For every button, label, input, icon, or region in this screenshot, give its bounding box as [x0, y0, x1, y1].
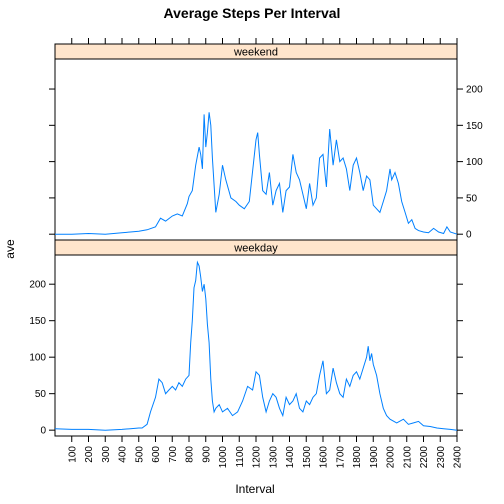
x-tick-label: 600 — [151, 446, 162, 463]
panel-frame-weekday — [54, 239, 458, 437]
y-tick-label: 150 — [466, 121, 483, 132]
strip-label-weekend: weekend — [233, 47, 278, 59]
x-tick-label: 1300 — [268, 446, 279, 469]
strip-weekday — [54, 239, 458, 256]
x-tick-label: 500 — [134, 446, 145, 463]
y-tick-label: 0 — [466, 230, 472, 241]
x-tick-label: 300 — [101, 446, 112, 463]
chart-title: Average Steps Per Interval — [164, 5, 341, 21]
x-tick-label: 800 — [185, 446, 196, 463]
x-tick-label: 900 — [201, 446, 212, 463]
x-tick-label: 2000 — [386, 446, 397, 469]
y-tick-label: 0 — [40, 426, 46, 437]
x-tick-label: 2200 — [419, 446, 430, 469]
strip-weekend — [54, 43, 458, 60]
x-axis-title: Interval — [235, 482, 274, 496]
x-tick-label: 1600 — [319, 446, 330, 469]
x-tick-label: 1800 — [352, 446, 363, 469]
y-tick-label: 50 — [466, 193, 478, 204]
y-tick-label: 200 — [29, 280, 46, 291]
x-tick-label: 200 — [84, 446, 95, 463]
x-tick-label: 1900 — [369, 446, 380, 469]
y-tick-label: 100 — [29, 353, 46, 364]
x-tick-label: 2300 — [436, 446, 447, 469]
y-tick-label: 50 — [35, 389, 47, 400]
x-tick-label: 1400 — [285, 446, 296, 469]
x-tick-label: 1500 — [302, 446, 313, 469]
y-tick-label: 150 — [29, 316, 46, 327]
y-tick-label: 200 — [466, 85, 483, 96]
x-tick-label: 2100 — [402, 446, 413, 469]
x-tick-label: 400 — [118, 446, 129, 463]
x-tick-label: 700 — [168, 446, 179, 463]
series-line-weekend — [55, 112, 458, 235]
x-tick-label: 100 — [67, 446, 78, 463]
chart-panels: 100 200 300 400 500 600 700 800 900 1000 1100 1200 1… — [29, 38, 483, 468]
y-tick-label: 100 — [466, 157, 483, 168]
y-axis-title: ave — [3, 239, 17, 259]
x-tick-label: 1200 — [252, 446, 263, 469]
x-tick-label: 1000 — [218, 446, 229, 469]
strip-label-weekday: weekday — [233, 243, 278, 255]
x-tick-label: 1700 — [335, 446, 346, 469]
series-line-weekday — [54, 260, 458, 431]
x-tick-label: 2400 — [453, 446, 464, 469]
x-tick-label: 1100 — [235, 446, 246, 468]
